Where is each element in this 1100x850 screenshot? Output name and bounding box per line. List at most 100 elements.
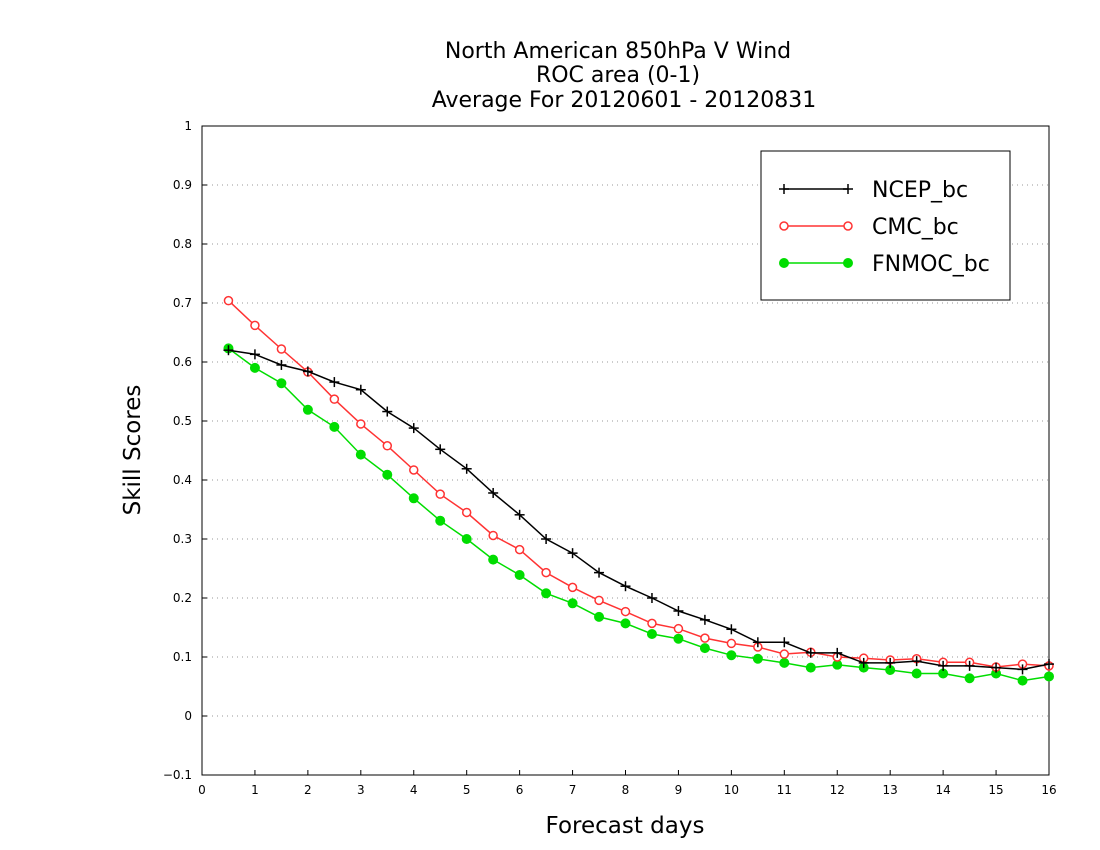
data-point-CMC_bc: [541, 567, 551, 578]
data-point-NCEP_bc: [435, 444, 446, 455]
data-point-NCEP_bc: [567, 548, 578, 559]
data-point-CMC_bc: [779, 649, 790, 659]
data-point-NCEP_bc: [832, 647, 843, 658]
data-point-CMC_bc: [276, 344, 287, 354]
data-point-CMC_bc: [409, 465, 419, 475]
data-point-NCEP_bc: [991, 662, 1002, 673]
data-point-FNMOC_bc: [805, 662, 816, 673]
y-tick-label: 0.7: [173, 296, 192, 310]
y-tick-label: 0.4: [173, 473, 192, 487]
x-tick-label: 15: [988, 783, 1003, 797]
legend-label: NCEP_bc: [872, 178, 968, 203]
data-point-FNMOC_bc: [964, 673, 975, 684]
series-layer: [223, 295, 1054, 686]
data-point-NCEP_bc: [646, 593, 657, 603]
data-point-NCEP_bc: [726, 624, 737, 635]
chart-title-line-3: Average For 20120601 - 20120831: [432, 88, 817, 113]
data-point-CMC_bc: [488, 530, 498, 541]
data-point-NCEP_bc: [408, 423, 419, 434]
data-point-NCEP_bc: [858, 657, 869, 668]
data-point-NCEP_bc: [594, 567, 605, 578]
x-tick-label: 11: [777, 783, 792, 797]
data-point-FNMOC_bc: [435, 515, 446, 526]
data-point-CMC_bc: [329, 394, 340, 404]
data-point-FNMOC_bc: [594, 611, 605, 622]
data-point-FNMOC_bc: [249, 362, 260, 373]
series-line-CMC_bc: [227, 300, 1050, 668]
data-point-CMC_bc: [382, 441, 393, 451]
data-point-CMC_bc: [461, 507, 472, 518]
x-tick-label: 3: [357, 783, 365, 797]
data-point-NCEP_bc: [964, 660, 975, 671]
data-point-FNMOC_bc: [567, 598, 578, 609]
data-point-NCEP_bc: [541, 534, 552, 544]
x-axis: 0 1 2 3 4 5 6 7 8 9 10 11 12 13 14 15 16: [198, 770, 1057, 797]
x-tick-label: 8: [622, 783, 630, 797]
data-point-FNMOC_bc: [355, 449, 366, 460]
y-tick-label: 0.3: [173, 532, 192, 546]
data-point-CMC_bc: [356, 419, 366, 429]
data-point-FNMOC_bc: [620, 618, 631, 629]
data-point-FNMOC_bc: [408, 493, 419, 504]
y-tick-label: 0.9: [173, 178, 192, 192]
x-tick-label: 9: [675, 783, 683, 797]
data-point-CMC_bc: [726, 638, 737, 649]
y-axis-label: Skill Scores: [120, 385, 146, 516]
legend-label: FNMOC_bc: [872, 252, 990, 277]
legend-marker: [779, 184, 789, 194]
legend-marker: [843, 184, 853, 194]
data-point-NCEP_bc: [885, 657, 896, 668]
y-tick-label: −0.1: [163, 768, 192, 782]
data-point-NCEP_bc: [620, 581, 631, 592]
data-point-FNMOC_bc: [779, 657, 790, 668]
data-point-NCEP_bc: [249, 349, 260, 360]
y-tick-label: 0.1: [173, 650, 192, 664]
y-axis: −0.1 0 0.1 0.2 0.3 0.4 0.5 0.6 0.7 0.8 0.9 1: [163, 119, 207, 782]
data-point-FNMOC_bc: [276, 378, 287, 389]
data-point-NCEP_bc: [938, 660, 949, 671]
series-CMC_bc: [223, 295, 1054, 672]
data-point-NCEP_bc: [699, 614, 710, 625]
x-tick-label: 4: [410, 783, 418, 797]
series-line-NCEP_bc: [228, 349, 1050, 671]
x-tick-label: 6: [516, 783, 524, 797]
y-tick-label: 0.2: [173, 591, 192, 605]
data-point-FNMOC_bc: [1044, 671, 1054, 682]
data-point-FNMOC_bc: [488, 554, 499, 565]
y-tick-label: 1: [184, 119, 192, 133]
data-point-NCEP_bc: [488, 487, 499, 498]
x-tick-label: 0: [198, 783, 206, 797]
legend-marker: [843, 221, 853, 231]
x-tick-label: 10: [724, 783, 739, 797]
data-point-NCEP_bc: [223, 345, 234, 356]
x-tick-label: 5: [463, 783, 471, 797]
data-point-NCEP_bc: [329, 377, 340, 388]
data-point-FNMOC_bc: [673, 633, 684, 644]
x-tick-label: 1: [251, 783, 259, 797]
data-point-NCEP_bc: [382, 406, 393, 417]
data-point-FNMOC_bc: [514, 569, 525, 580]
chart-title-line-2: ROC area (0-1): [536, 63, 700, 88]
series-NCEP_bc: [223, 345, 1054, 675]
data-point-CMC_bc: [673, 623, 684, 634]
legend: NCEP_bc CMC_bc FNMOC_bc: [760, 150, 1011, 301]
data-point-FNMOC_bc: [726, 650, 737, 661]
data-point-CMC_bc: [620, 606, 631, 617]
y-tick-label: 0: [184, 709, 192, 723]
data-point-NCEP_bc: [276, 359, 287, 370]
data-point-NCEP_bc: [911, 656, 922, 667]
x-tick-label: 16: [1041, 783, 1056, 797]
data-point-NCEP_bc: [752, 637, 763, 648]
data-point-CMC_bc: [223, 295, 234, 306]
x-axis-label: Forecast days: [546, 813, 705, 839]
data-point-NCEP_bc: [673, 605, 684, 616]
data-point-NCEP_bc: [805, 647, 816, 658]
data-point-NCEP_bc: [355, 384, 366, 395]
chart-title: North American 850hPa V Wind ROC area (0…: [432, 39, 817, 113]
data-point-CMC_bc: [514, 544, 525, 555]
data-point-FNMOC_bc: [752, 653, 763, 664]
x-tick-label: 7: [569, 783, 577, 797]
data-point-NCEP_bc: [514, 509, 525, 520]
data-point-NCEP_bc: [302, 366, 313, 377]
data-point-NCEP_bc: [1017, 664, 1028, 675]
